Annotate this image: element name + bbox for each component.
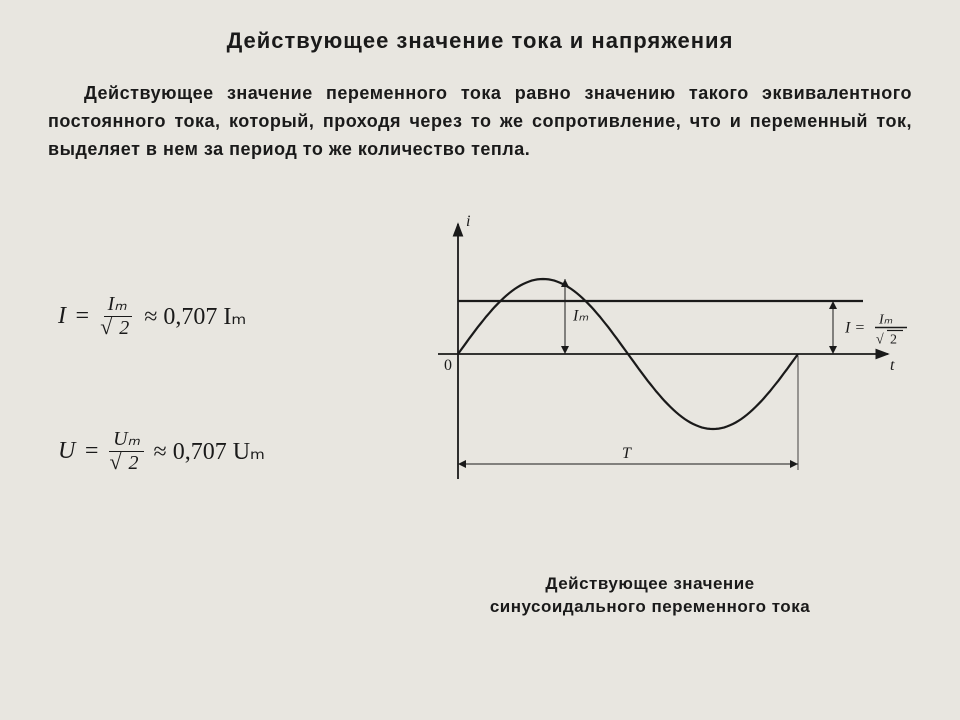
formula-U-den: 2 <box>126 451 142 474</box>
formula-U-lhs: U <box>58 438 75 465</box>
equals-sign: = <box>74 303 90 330</box>
sine-chart: i t 0 Iₘ T I = Iₘ √ 2 Действующее значение синус… <box>388 204 912 619</box>
svg-text:i: i <box>466 213 470 230</box>
caption-line-2: синусоидального переменного тока <box>490 597 810 616</box>
caption-line-1: Действующее значение <box>545 574 754 593</box>
svg-text:t: t <box>890 357 895 374</box>
svg-text:T: T <box>622 445 632 462</box>
svg-text:Iₘ: Iₘ <box>572 307 588 324</box>
svg-text:2: 2 <box>890 332 897 347</box>
formula-I-lhs: I <box>58 303 66 330</box>
svg-text:√: √ <box>876 332 884 347</box>
formula-I-approx: ≈ 0,707 Iₘ <box>144 302 246 331</box>
definition-text: Действующее значение переменного тока ра… <box>48 80 912 164</box>
svg-text:0: 0 <box>444 357 452 374</box>
formula-voltage: U = Uₘ 2 ≈ 0,707 Uₘ <box>58 429 378 474</box>
chart-caption: Действующее значение синусоидального пер… <box>388 573 912 619</box>
svg-text:Iₘ: Iₘ <box>878 312 893 327</box>
page-title: Действующее значение тока и напряжения <box>48 28 912 54</box>
formula-current: I = Iₘ 2 ≈ 0,707 Iₘ <box>58 294 378 339</box>
equals-sign: = <box>83 438 99 465</box>
formulas-column: I = Iₘ 2 ≈ 0,707 Iₘ U = Uₘ 2 <box>48 204 378 564</box>
svg-text:I =: I = <box>844 319 865 336</box>
definition-content: Действующее значение переменного тока ра… <box>48 83 912 159</box>
formula-U-approx: ≈ 0,707 Uₘ <box>154 437 265 466</box>
formula-I-den: 2 <box>116 316 132 339</box>
